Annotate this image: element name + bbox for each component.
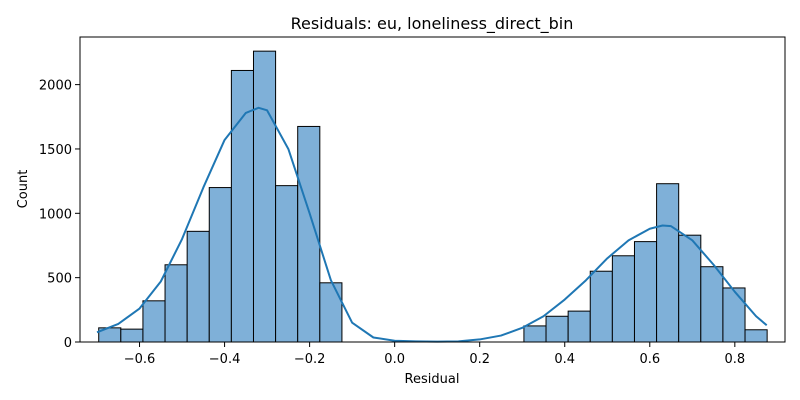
histogram-bar-18 [678,234,702,343]
y-tick-label-1: 500 [47,272,72,287]
x-axis-ticks: −0.6 −0.4 −0.2 0.0 0.2 0.4 0.6 0.8 [124,342,745,367]
histogram-bar-7 [252,50,277,343]
x-tick-label-7: 0.8 [724,352,745,367]
x-tick-label-6: 0.6 [639,352,660,367]
histogram-bar-5 [208,187,232,343]
x-tick-label-1: −0.4 [209,352,241,367]
y-tick-label-2: 1000 [39,207,72,222]
histogram-bar-8 [275,185,299,343]
histogram-bar-14 [589,270,613,343]
y-tick-label-3: 1500 [39,143,72,158]
histogram-bar-16 [633,241,658,343]
histogram-bar-21 [744,329,768,343]
histogram-bar-17 [656,183,680,343]
x-tick-label-2: −0.2 [294,352,326,367]
histogram-bar-19 [700,266,724,343]
histogram-bar-1 [120,328,144,343]
histogram-bar-4 [186,230,210,343]
histogram-bar-15 [611,255,635,343]
y-axis-ticks: 0 500 1000 1500 2000 [39,79,80,351]
plot-frame [79,36,786,343]
x-tick-label-0: −0.6 [124,352,156,367]
bars-group [98,50,768,343]
x-tick-label-4: 0.2 [469,352,490,367]
histogram-bar-2 [142,300,166,343]
y-tick-label-0: 0 [64,336,72,351]
y-axis-label: Count [16,170,31,209]
x-tick-label-3: 0.0 [384,352,405,367]
x-tick-label-5: 0.4 [554,352,575,367]
histogram-bar-20 [722,287,746,343]
histogram-bar-13 [567,310,591,343]
y-tick-label-4: 2000 [39,79,72,94]
chart-title: Residuals: eu, loneliness_direct_bin [291,14,574,34]
histogram-bar-10 [319,282,343,343]
histogram-bar-11 [523,325,547,343]
histogram-bar-3 [164,264,188,343]
histogram-bar-12 [545,315,569,343]
x-axis-label: Residual [405,372,460,387]
